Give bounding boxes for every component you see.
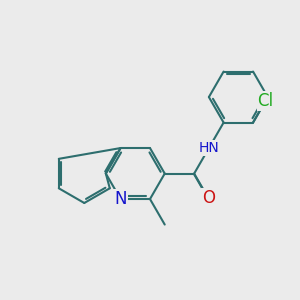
Text: HN: HN — [199, 141, 219, 155]
Text: O: O — [202, 189, 215, 207]
Text: N: N — [114, 190, 127, 208]
Text: Cl: Cl — [257, 92, 274, 110]
